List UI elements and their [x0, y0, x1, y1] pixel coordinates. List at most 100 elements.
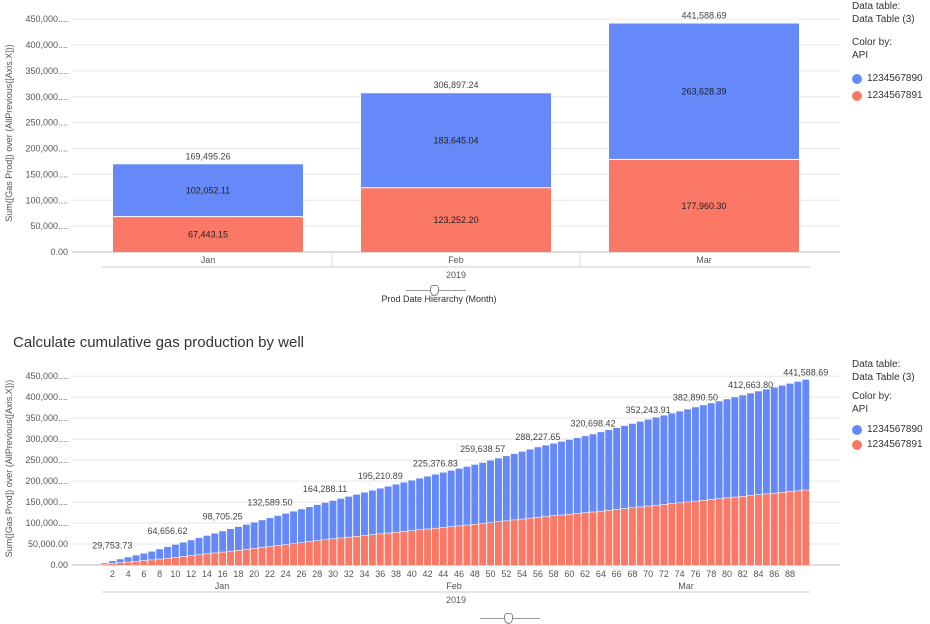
bar-segment-1234567890[interactable]: [116, 559, 124, 563]
bar-segment-1234567890[interactable]: [242, 524, 250, 550]
bar-segment-1234567891[interactable]: [171, 557, 179, 565]
bar-segment-1234567890[interactable]: [361, 492, 368, 536]
bar-segment-1234567891[interactable]: [250, 548, 258, 565]
bar-segment-1234567890[interactable]: [290, 511, 298, 544]
bar-segment-1234567891[interactable]: [329, 539, 337, 565]
bar-segment-1234567890[interactable]: [384, 486, 392, 533]
bar-segment-1234567890[interactable]: [715, 401, 723, 499]
bar-segment-1234567890[interactable]: [234, 526, 242, 550]
bar-segment-1234567890[interactable]: [282, 513, 290, 545]
bar-segment-1234567891[interactable]: [345, 537, 353, 565]
bar-segment-1234567890[interactable]: [140, 553, 148, 561]
bar-segment-1234567891[interactable]: [731, 497, 739, 565]
bar-segment-1234567891[interactable]: [234, 550, 242, 565]
bar-segment-1234567891[interactable]: [660, 504, 668, 565]
bar-segment-1234567890[interactable]: [518, 451, 526, 519]
bar-segment-1234567891[interactable]: [565, 514, 573, 565]
bar-segment-1234567890[interactable]: [621, 425, 628, 509]
bar-segment-1234567891[interactable]: [108, 563, 116, 565]
bar-segment-1234567891[interactable]: [408, 530, 416, 565]
bar-segment-1234567890[interactable]: [219, 531, 227, 552]
bar-segment-1234567891[interactable]: [487, 522, 495, 565]
bar-segment-1234567890[interactable]: [345, 496, 353, 537]
bar-segment-1234567890[interactable]: [565, 439, 573, 514]
bar-segment-1234567891[interactable]: [416, 530, 424, 565]
bar-segment-1234567891[interactable]: [298, 542, 305, 565]
bar-segment-1234567891[interactable]: [392, 532, 400, 565]
bar-segment-1234567891[interactable]: [644, 506, 652, 565]
bar-segment-1234567890[interactable]: [660, 415, 668, 505]
bar-segment-1234567890[interactable]: [305, 507, 313, 542]
bar-segment-1234567891[interactable]: [164, 558, 171, 565]
bar-segment-1234567890[interactable]: [211, 533, 219, 553]
bar-segment-1234567890[interactable]: [644, 419, 652, 506]
bar-segment-1234567890[interactable]: [542, 445, 550, 517]
bar-segment-1234567891[interactable]: [676, 503, 684, 565]
bar-segment-1234567891[interactable]: [609, 159, 799, 252]
bar-segment-1234567891[interactable]: [431, 528, 439, 565]
bar-segment-1234567890[interactable]: [794, 381, 802, 491]
bar-segment-1234567890[interactable]: [692, 407, 699, 501]
bar-segment-1234567890[interactable]: [108, 561, 116, 564]
bar-segment-1234567891[interactable]: [621, 508, 628, 565]
bar-segment-1234567890[interactable]: [770, 387, 778, 493]
bar-segment-1234567891[interactable]: [227, 551, 234, 565]
legend-color-by-value[interactable]: API: [852, 50, 869, 61]
bar-segment-1234567891[interactable]: [786, 491, 794, 565]
bar-segment-1234567891[interactable]: [211, 553, 219, 565]
bar-segment-1234567891[interactable]: [628, 508, 636, 565]
bar-segment-1234567891[interactable]: [361, 188, 551, 252]
bar-segment-1234567890[interactable]: [597, 432, 605, 511]
bar-segment-1234567890[interactable]: [581, 436, 589, 513]
bar-segment-1234567890[interactable]: [550, 443, 558, 516]
bar-segment-1234567891[interactable]: [156, 559, 164, 565]
bar-segment-1234567890[interactable]: [408, 480, 416, 531]
bar-segment-1234567890[interactable]: [707, 403, 715, 500]
bar-segment-1234567891[interactable]: [361, 535, 368, 565]
bar-segment-1234567891[interactable]: [652, 505, 660, 565]
bar-segment-1234567891[interactable]: [148, 560, 156, 565]
bar-segment-1234567890[interactable]: [274, 515, 282, 546]
bar-segment-1234567891[interactable]: [550, 516, 558, 565]
bar-segment-1234567890[interactable]: [495, 458, 502, 522]
legend-data-table-value[interactable]: Data Table (3): [852, 372, 915, 383]
bar-segment-1234567891[interactable]: [684, 502, 692, 565]
bar-segment-1234567891[interactable]: [353, 536, 361, 565]
bar-segment-1234567891[interactable]: [242, 549, 250, 565]
bar-segment-1234567890[interactable]: [337, 498, 345, 538]
bar-segment-1234567890[interactable]: [573, 437, 581, 514]
bar-segment-1234567890[interactable]: [439, 472, 447, 528]
bar-segment-1234567890[interactable]: [510, 453, 518, 520]
bar-segment-1234567890[interactable]: [762, 389, 770, 494]
bar-segment-1234567890[interactable]: [266, 518, 274, 547]
bar-segment-1234567890[interactable]: [195, 537, 203, 555]
bar-segment-1234567890[interactable]: [424, 476, 431, 529]
bar-segment-1234567890[interactable]: [132, 555, 140, 562]
bar-segment-1234567891[interactable]: [534, 517, 542, 565]
bar-segment-1234567891[interactable]: [113, 217, 303, 252]
legend-item-1234567890[interactable]: 1234567890: [852, 72, 923, 85]
bar-segment-1234567890[interactable]: [731, 397, 739, 497]
legend-item-1234567890[interactable]: 1234567890: [852, 423, 923, 436]
bar-segment-1234567891[interactable]: [290, 543, 298, 565]
bar-segment-1234567890[interactable]: [156, 549, 164, 559]
bar-segment-1234567890[interactable]: [526, 449, 534, 518]
bar-segment-1234567891[interactable]: [187, 555, 195, 565]
bar-segment-1234567890[interactable]: [203, 535, 211, 554]
bar-segment-1234567891[interactable]: [668, 503, 676, 565]
bar-segment-1234567890[interactable]: [171, 544, 179, 558]
bar-segment-1234567890[interactable]: [613, 427, 621, 510]
bar-segment-1234567891[interactable]: [502, 521, 510, 565]
bar-segment-1234567890[interactable]: [676, 411, 684, 503]
bar-segment-1234567890[interactable]: [487, 460, 495, 523]
legend-color-by-value[interactable]: API: [852, 404, 869, 415]
bar-segment-1234567890[interactable]: [258, 520, 266, 548]
bar-segment-1234567891[interactable]: [132, 561, 140, 565]
bar-segment-1234567891[interactable]: [542, 516, 550, 565]
bar-segment-1234567891[interactable]: [439, 527, 447, 565]
bar-segment-1234567890[interactable]: [447, 470, 455, 527]
bar-segment-1234567891[interactable]: [762, 494, 770, 565]
bar-segment-1234567890[interactable]: [113, 164, 303, 217]
bar-segment-1234567891[interactable]: [518, 519, 526, 565]
bar-segment-1234567890[interactable]: [755, 391, 762, 495]
